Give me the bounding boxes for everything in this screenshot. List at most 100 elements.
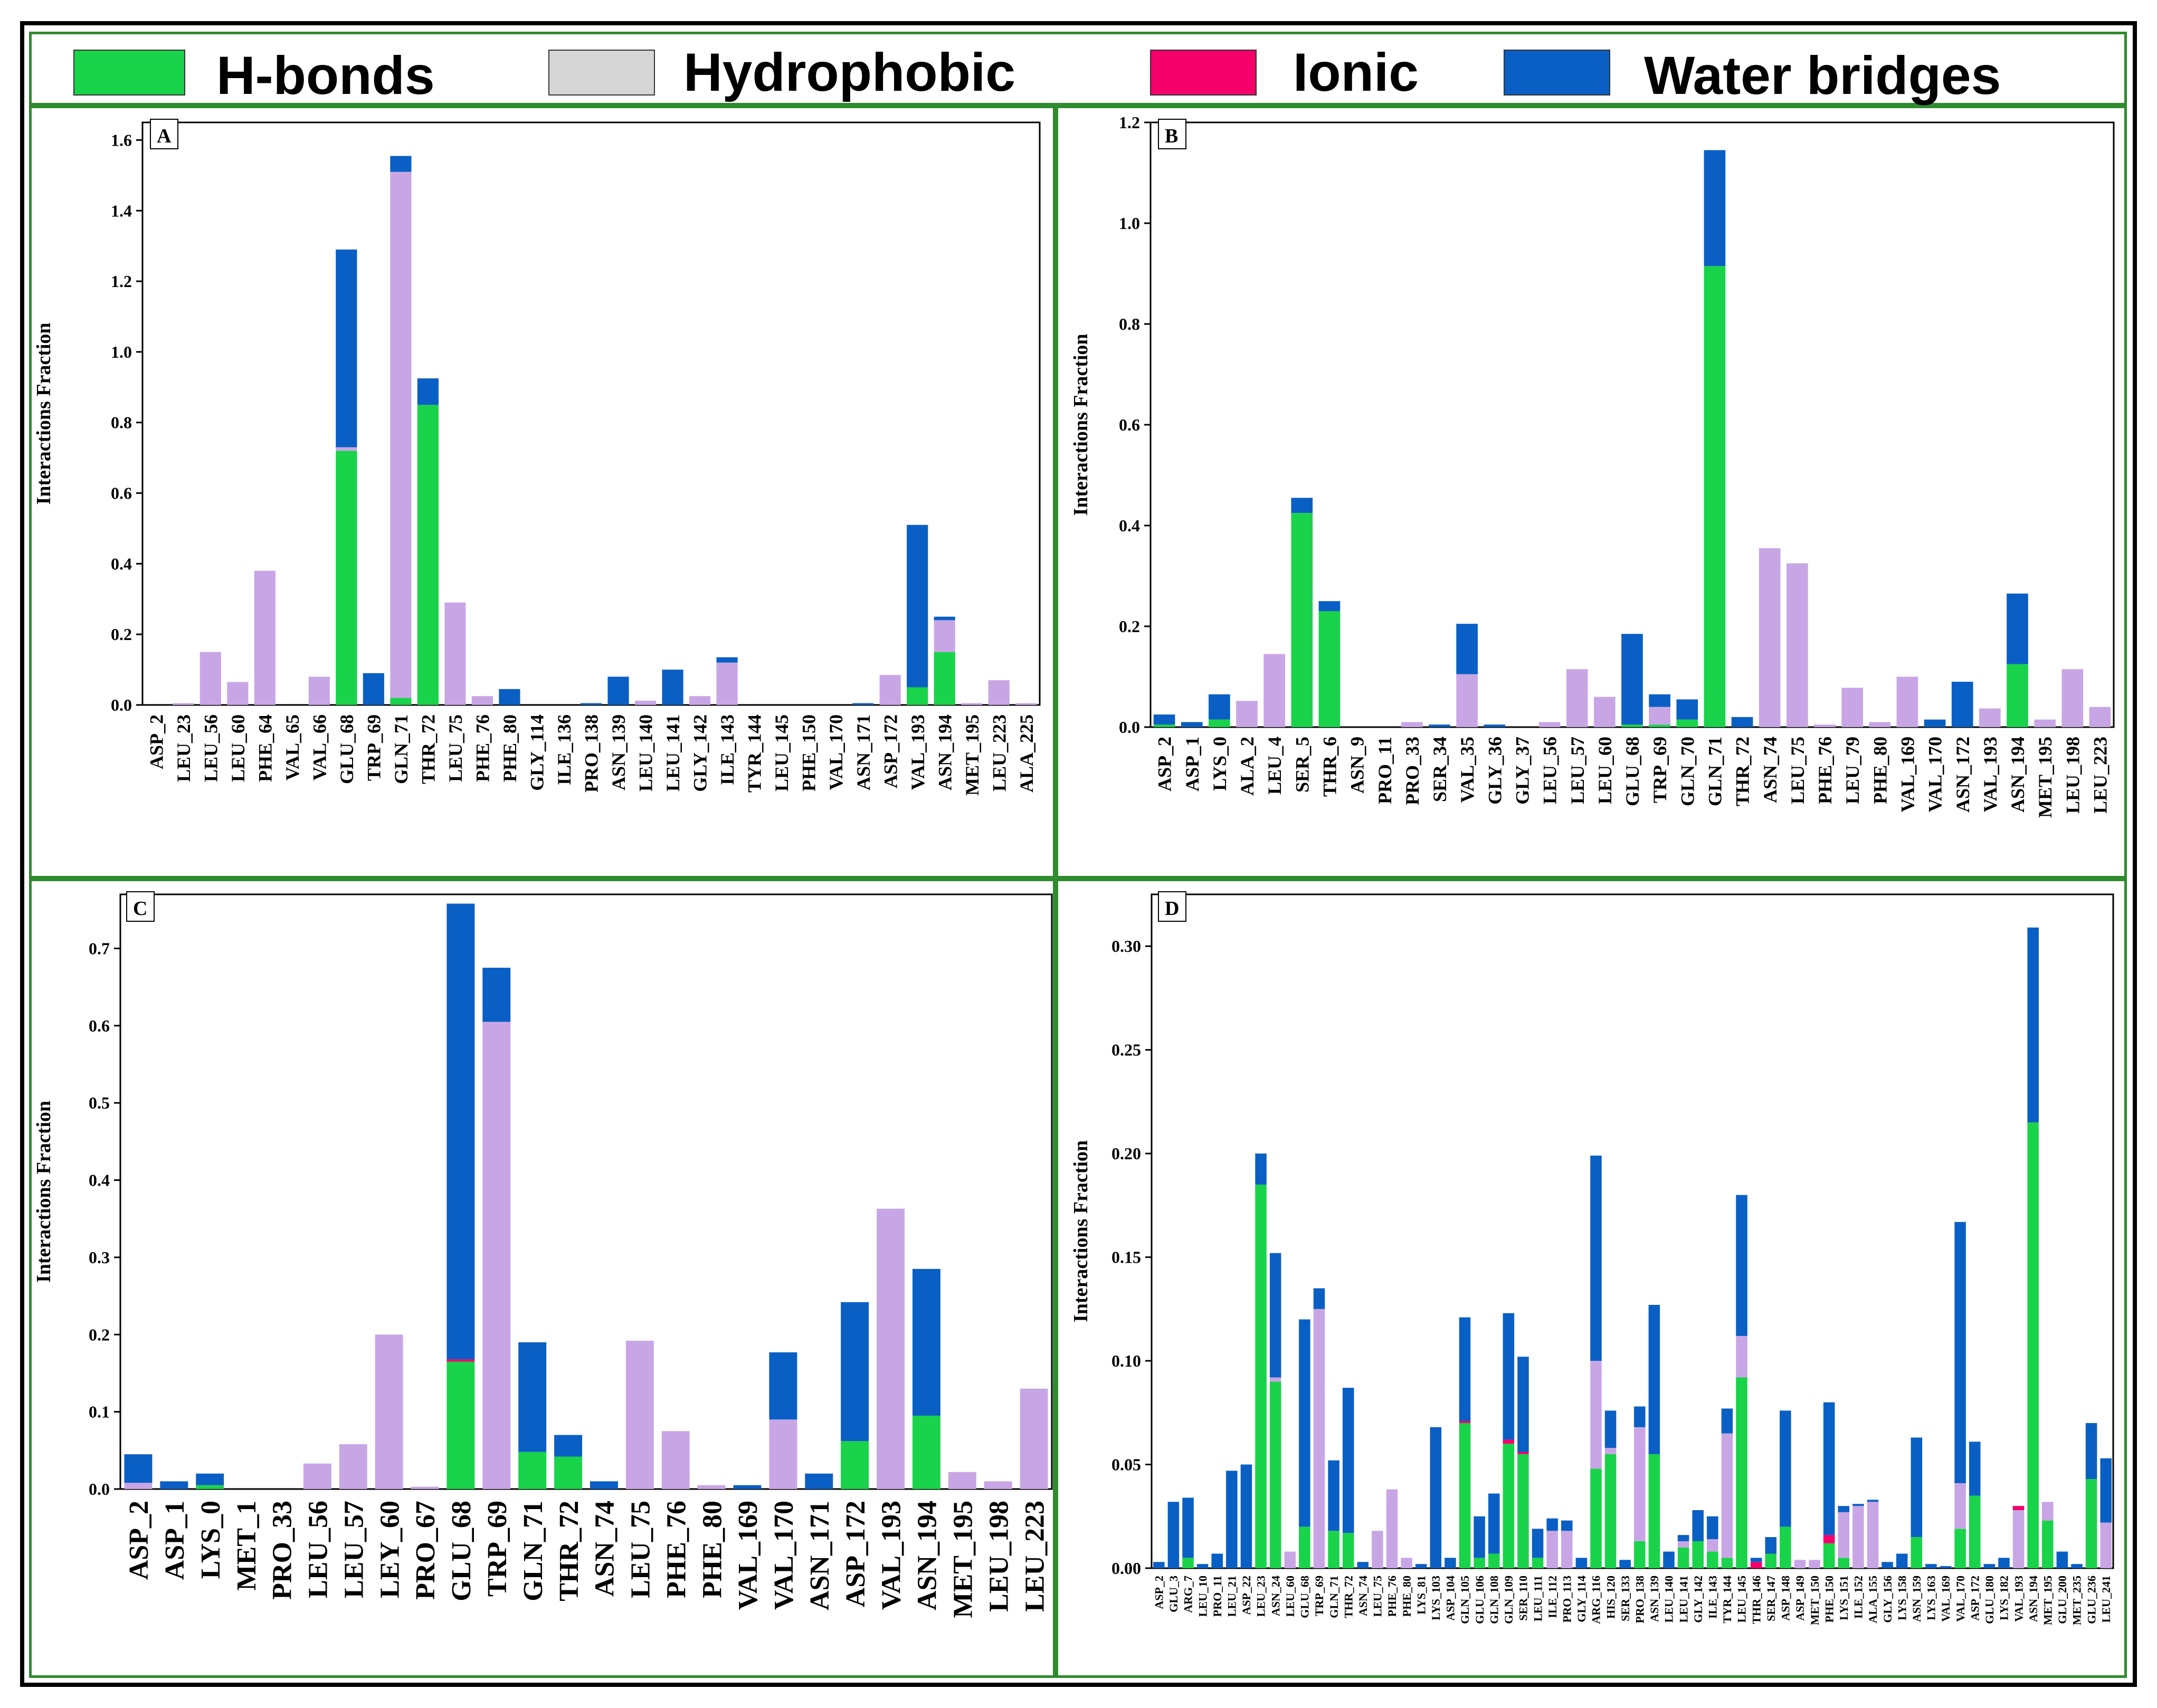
panel-d-xtick-label: VAL_193 [2012, 1576, 2025, 1622]
panel-a-xtick-label: PRO_138 [581, 714, 602, 793]
panel-d-bar-water-bridges [1313, 1288, 1325, 1309]
panel-d-xtick-label: HIS_120 [1604, 1576, 1617, 1619]
panel-b-xtick-label: VAL_35 [1457, 737, 1478, 803]
panel-b-ytick-label: 0.2 [1119, 617, 1140, 636]
panel-d-bar-water-bridges [1415, 1564, 1427, 1568]
panel-d-ytick-label: 0.15 [1111, 1248, 1141, 1267]
panel-b-bar-water-bridges [1676, 699, 1698, 720]
panel-b-xtick-label: LEU_4 [1264, 737, 1285, 795]
panel-b-border [1056, 106, 2127, 879]
panel-b-bar-water-bridges [1484, 724, 1506, 727]
panel-a-xtick-label: VAL_65 [282, 714, 303, 780]
panel-d-bar-hbonds [2085, 1479, 2097, 1568]
panel-b-xtick-label: LEU_223 [2090, 737, 2111, 814]
panel-c-bar-hydrophobic [1020, 1388, 1048, 1489]
panel-b-bar-hydrophobic [1841, 688, 1863, 727]
panel-a-xtick-label: GLY_142 [690, 714, 711, 792]
panel-c-xtick-label: ASN_74 [590, 1501, 620, 1597]
panel-c-xtick-label: ASN_194 [913, 1501, 943, 1610]
panel-b-xtick-label: MET_195 [2035, 737, 2056, 818]
panel-d-bar-hbonds [1954, 1529, 1966, 1568]
panel-a-xtick-label: TRP_69 [363, 714, 384, 781]
panel-c-border [29, 879, 1056, 1678]
panel-c-xtick-label: MET_1 [232, 1501, 262, 1590]
panel-d-bar-hbonds [1255, 1185, 1267, 1568]
panel-b-xtick-label: GLN_70 [1677, 737, 1698, 806]
panel-a-letter: A [157, 125, 172, 147]
panel-a-bar-hydrophobic [390, 171, 412, 698]
panel-b-bar-hydrophobic [1787, 563, 1808, 727]
panel-a-xtick-label: GLY_114 [527, 714, 548, 791]
panel-b-bar-water-bridges [1704, 150, 1726, 266]
panel-a-xtick-label: THR_72 [418, 714, 439, 784]
panel-d-xtick-label: MET_235 [2070, 1576, 2084, 1625]
panel-a-bar-hydrophobic [934, 620, 955, 652]
panel-d-bar-water-bridges [1357, 1562, 1369, 1568]
panel-b-bar-water-bridges [1951, 682, 1973, 727]
panel-d-bar-water-bridges [1648, 1304, 1660, 1454]
panel-d-bar-water-bridges [1721, 1408, 1733, 1434]
panel-d-bar-hbonds [1532, 1558, 1544, 1568]
panel-b-bar-hydrophobic [1236, 701, 1258, 727]
panel-b-xtick-label: PHE_76 [1814, 737, 1836, 804]
panel-b-xtick-label: ASP_1 [1182, 737, 1203, 791]
panel-d-bar-hbonds [1677, 1547, 1689, 1568]
panel-a-ytick-label: 1.6 [111, 130, 132, 149]
panel-d-xtick-label: THR_146 [1750, 1576, 1763, 1624]
panel-d-xtick-label: SER_133 [1619, 1576, 1632, 1621]
panel-b-bar-hydrophobic [1979, 708, 2001, 727]
panel-d-bar-hbonds [1707, 1551, 1718, 1568]
legend-label-hydrophobic: Hydrophobic [683, 42, 1015, 102]
panel-b-bar-hbonds [1676, 719, 1698, 727]
panel-d-bar-water-bridges [1342, 1388, 1354, 1533]
panel-c-bar-hydrophobic [948, 1472, 976, 1489]
panel-a-bar-water-bridges [907, 524, 928, 688]
panel-b-bar-hydrophobic [1814, 724, 1836, 727]
panel-d-ytick-label: 0.00 [1111, 1559, 1141, 1578]
panel-b-xtick-label: PRO_33 [1402, 737, 1423, 805]
panel-a-xtick-label: ALA_225 [1016, 714, 1037, 793]
panel-d-xtick-label: GLY_142 [1692, 1576, 1705, 1623]
panel-d-xtick-label: GLU_106 [1473, 1576, 1486, 1624]
panel-d-bar-ionic [1823, 1535, 1835, 1543]
panel-b-xtick-label: ASN_9 [1347, 737, 1368, 794]
panel-d-bar-water-bridges [1211, 1553, 1223, 1568]
panel-c-xtick-label: LEU_57 [339, 1501, 369, 1598]
panel-b-bar-hydrophobic [1566, 669, 1588, 727]
panel-a-bar-hbonds [336, 451, 357, 705]
panel-d-bar-hydrophobic [1590, 1361, 1602, 1469]
panel-d-bar-water-bridges [1153, 1562, 1165, 1568]
panel-c-xtick-label: PHE_76 [661, 1501, 691, 1598]
panel-c-bar-hbonds [196, 1485, 224, 1489]
panel-c-xtick-label: ASP_172 [841, 1501, 871, 1607]
panel-d-xtick-label: GLY_156 [1881, 1576, 1894, 1623]
panel-d-xtick-label: ASN_24 [1269, 1576, 1282, 1616]
panel-d-bar-hydrophobic [1313, 1309, 1325, 1568]
panel-a-bar-hydrophobic [689, 696, 711, 705]
panel-b-xtick-label: LEU_57 [1567, 737, 1588, 804]
panel-d-bar-hbonds [1182, 1558, 1194, 1568]
panel-d-xtick-label: LYS_163 [1925, 1576, 1938, 1620]
legend-swatch-ionic [1150, 50, 1257, 96]
panel-d-bar-hbonds [1503, 1444, 1515, 1568]
panel-c-xtick-label: VAL_170 [769, 1501, 799, 1610]
panel-d-bar-water-bridges [1546, 1518, 1558, 1531]
panel-d-ytick-label: 0.20 [1111, 1144, 1141, 1163]
panel-c-bar-water-bridges [160, 1481, 188, 1489]
panel-b-bar-water-bridges [2007, 593, 2028, 664]
panel-d-xtick-label: ASP_172 [1968, 1576, 1981, 1621]
panel-a-xtick-label: LEU_60 [227, 714, 249, 782]
panel-b-xtick-label: LEU_75 [1787, 737, 1808, 804]
panel-d-xtick-label: LEU_21 [1225, 1576, 1239, 1617]
panel-c-xtick-label: LEU_75 [626, 1501, 656, 1598]
panel-d-xtick-label: ASP_2 [1153, 1576, 1166, 1609]
panel-d-bar-water-bridges [1998, 1558, 2010, 1568]
panel-a-xtick-label: ILE_136 [554, 714, 575, 785]
panel-d-bar-water-bridges [1532, 1529, 1544, 1558]
panel-b-bar-hydrophobic [2089, 707, 2111, 727]
panel-b-bar-water-bridges [1731, 717, 1753, 727]
panel-d-xtick-label: ILE_143 [1706, 1576, 1719, 1619]
legend-label-water-bridges: Water bridges [1644, 45, 2001, 106]
panel-b-bar-hbonds [1153, 724, 1175, 727]
panel-b-bar-water-bridges [1291, 498, 1313, 513]
